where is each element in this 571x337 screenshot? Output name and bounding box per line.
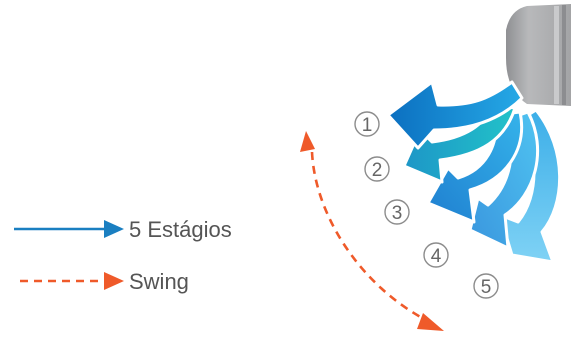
stage-number-3: 3 <box>384 199 410 225</box>
airflow-arrow-1 <box>386 80 524 150</box>
stage-number-4: 4 <box>423 242 449 268</box>
stage-number-2: 2 <box>364 156 390 182</box>
svg-text:3: 3 <box>392 203 403 224</box>
legend-stages-label: 5 Estágios <box>129 217 232 242</box>
svg-text:2: 2 <box>372 160 383 181</box>
legend-stages: 5 Estágios <box>14 217 232 242</box>
legend-swing-label: Swing <box>129 269 189 294</box>
swing-arrowhead-bottom <box>417 313 444 331</box>
svg-text:5: 5 <box>481 277 492 298</box>
stage-number-1: 1 <box>354 111 380 137</box>
svg-text:1: 1 <box>362 115 373 136</box>
legend-swing: Swing <box>20 269 189 294</box>
stages-arrowhead <box>104 220 124 238</box>
air-conditioner-unit <box>506 4 571 106</box>
svg-text:4: 4 <box>431 246 442 267</box>
swing-arc <box>300 131 444 331</box>
stage-number-5: 5 <box>473 273 499 299</box>
swing-arrowhead-top <box>300 131 315 152</box>
swing-legend-arrowhead <box>104 272 124 290</box>
